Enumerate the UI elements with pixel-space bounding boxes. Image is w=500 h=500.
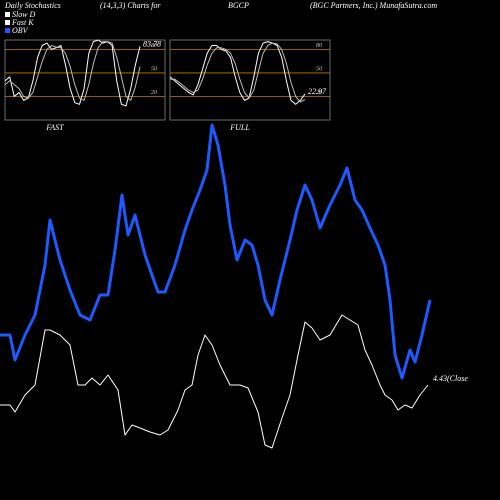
title-left: Daily Stochastics (4, 1, 61, 10)
legend-swatch (5, 12, 10, 17)
company: (BGC Partners, Inc.) MunafaSutra.com (310, 1, 437, 10)
panel-title: FAST (45, 123, 64, 132)
series-line (169, 41, 306, 105)
series-line (4, 39, 141, 107)
symbol: BGCP (228, 1, 249, 10)
legend-label: Fast K (11, 18, 34, 27)
y-tick-label: 80 (151, 43, 157, 49)
legend-label: OBV (12, 26, 29, 35)
y-tick-label: 50 (316, 66, 322, 72)
legend-label: Slow D (12, 10, 36, 19)
legend-swatch (5, 20, 10, 25)
annotation: 4.43(Close (433, 374, 468, 383)
y-tick-label: 50 (151, 66, 157, 72)
value-label: 22.97 (308, 87, 327, 96)
series-line (0, 123, 432, 380)
series-line (4, 41, 141, 101)
y-tick-label: 80 (316, 43, 322, 49)
series-line (0, 314, 429, 449)
series-line (170, 42, 306, 103)
panel-title: FULL (229, 123, 250, 132)
y-tick-label: 20 (151, 90, 157, 96)
y-tick-label: 20 (316, 90, 322, 96)
panel-frame (4, 39, 166, 121)
title-params: (14,3,3) Charts for (100, 1, 161, 10)
panel-frame (169, 39, 331, 121)
legend-swatch (5, 28, 10, 33)
value-label: 83.78 (143, 39, 161, 48)
